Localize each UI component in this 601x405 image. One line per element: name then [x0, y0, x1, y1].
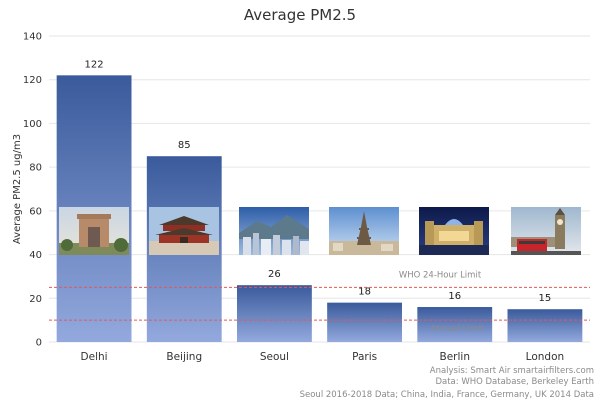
x-axis-categories: Delhi Beijing Seoul Paris Berlin London	[81, 351, 565, 363]
y-tick-label: 20	[29, 294, 42, 305]
reichstag-photo	[419, 207, 489, 255]
bar-value-label: 18	[358, 287, 371, 298]
y-axis-label: Average PM2.5 ug/m3	[12, 134, 23, 244]
bar-value-label: 26	[268, 269, 281, 280]
y-tick-label: 80	[29, 163, 42, 174]
bar-value-labels: 122 85 26 18 16 15	[85, 59, 552, 304]
footnote-analysis: Analysis: Smart Air smartairfilters.com	[430, 366, 594, 376]
big-ben-photo	[511, 207, 581, 255]
bar-seoul	[236, 285, 312, 342]
reference-line-label: WHO 24-Hour Limit	[399, 270, 482, 280]
y-tick-label: 60	[29, 206, 42, 217]
reference-lines: WHO 24-Hour Limit Annual Limit	[49, 270, 590, 334]
x-tick-label: Beijing	[166, 351, 202, 363]
x-tick-label: Berlin	[440, 351, 470, 363]
bar-value-label: 122	[85, 59, 104, 70]
footnote-data: Data: WHO Database, Berkeley Earth	[435, 377, 594, 387]
x-tick-label: Paris	[352, 351, 377, 363]
bar-value-label: 15	[539, 293, 552, 304]
y-tick-label: 40	[29, 250, 42, 261]
forbidden-city-photo	[149, 207, 219, 255]
eiffel-tower-photo	[329, 207, 399, 255]
bar-berlin	[417, 307, 493, 342]
footnote-years: Seoul 2016-2018 Data; China, India, Fran…	[300, 390, 594, 400]
y-tick-label: 100	[23, 119, 42, 130]
landmark-photos	[59, 207, 581, 255]
y-tick-label: 140	[23, 32, 42, 43]
y-axis-ticks: 0 20 40 60 80 100 120 140	[23, 32, 42, 349]
bars	[56, 75, 583, 342]
x-tick-label: London	[526, 351, 565, 363]
india-gate-photo	[59, 207, 129, 255]
y-tick-label: 0	[36, 338, 42, 349]
reference-line-label: Annual Limit	[430, 324, 484, 334]
x-tick-label: Seoul	[260, 351, 289, 363]
bar-london	[507, 309, 583, 342]
x-tick-label: Delhi	[81, 351, 108, 363]
bar-value-label: 85	[178, 140, 191, 151]
seoul-skyline-photo	[239, 207, 309, 255]
bar-paris	[327, 302, 403, 342]
bar-value-label: 16	[448, 291, 461, 302]
gridlines	[49, 35, 590, 343]
chart-title: Average PM2.5	[244, 6, 356, 24]
y-tick-label: 120	[23, 75, 42, 86]
